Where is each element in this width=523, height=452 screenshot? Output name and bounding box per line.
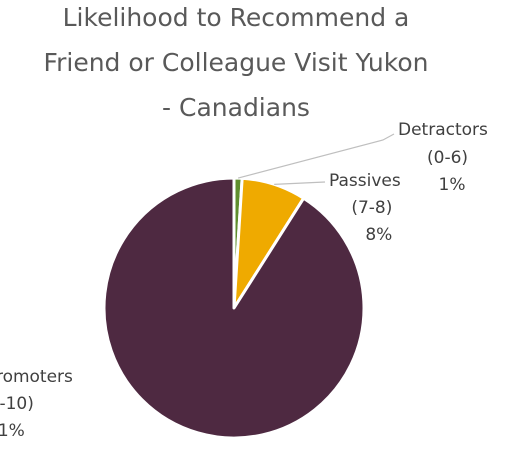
label-detractors-value: 1% (438, 175, 466, 195)
label-passives-name: Passives (329, 171, 401, 191)
label-detractors-name: Detractors (398, 120, 488, 140)
chart-title-line-3: - Canadians (162, 93, 310, 122)
chart-title-line-2: Friend or Colleague Visit Yukon (43, 48, 429, 77)
chart-title-line-1: Likelihood to Recommend a (62, 3, 410, 32)
slice-promoters (102, 176, 366, 440)
label-passives: Passives (7-8) 8% (329, 168, 401, 249)
leader-line-passives (274, 181, 326, 185)
label-detractors-range-wrap: (0-6) 1% (427, 145, 468, 199)
label-promoters: Promoters (9-10) 91% (0, 364, 73, 445)
label-promoters-name: Promoters (0, 367, 73, 387)
label-passives-value: 8% (365, 225, 393, 245)
label-promoters-range: (9-10) (0, 394, 34, 414)
label-passives-range: (7-8) (351, 198, 393, 218)
leader-line-detractors (237, 133, 395, 179)
label-promoters-value: 91% (0, 421, 25, 441)
label-detractors-range: (0-6) (427, 148, 469, 168)
label-detractors: Detractors (398, 117, 488, 144)
